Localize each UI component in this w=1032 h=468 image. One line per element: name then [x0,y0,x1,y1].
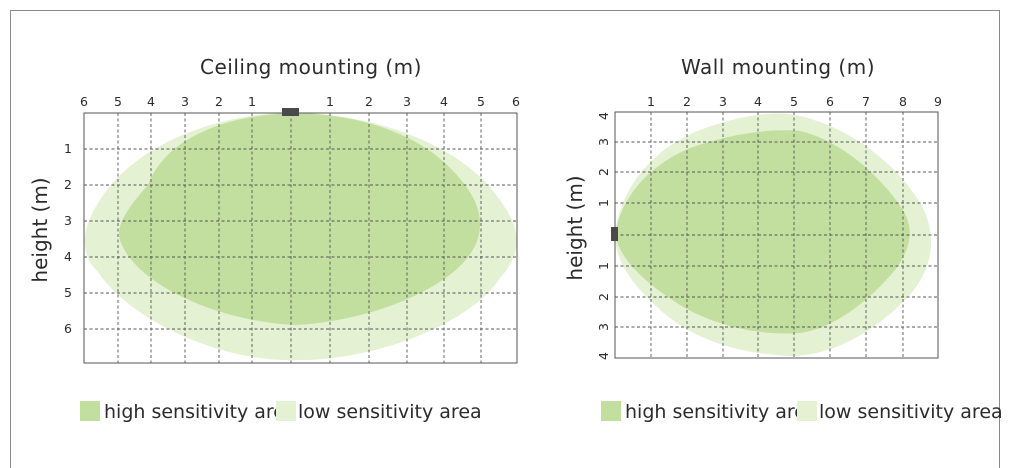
ceiling-grid [84,113,517,363]
wall-title: Wall mounting (m) [681,55,875,79]
legend-high-swatch [80,401,100,421]
wall-y-tick: 4 [596,112,611,120]
ceiling-x-tick: 4 [440,94,448,109]
wall-y-tick: 3 [596,323,611,331]
ceiling-y-tick: 3 [64,213,72,228]
ceiling-y-ticks: 1 2 3 4 5 6 [64,141,72,336]
ceiling-x-tick: 3 [181,94,189,109]
wall-sensor-icon [611,227,618,241]
ceiling-y-tick: 6 [64,321,72,336]
wall-x-tick: 7 [862,94,870,109]
legend-low-label: low sensitivity area [298,401,482,423]
wall-x-tick: 6 [826,94,834,109]
wall-panel: Wall mounting (m) 1 2 [563,55,942,360]
ceiling-y-tick: 1 [64,141,72,156]
wall-x-tick: 9 [934,94,942,109]
ceiling-sensor-icon [282,108,299,116]
legend-high-swatch [601,401,621,421]
wall-x-ticks: 1 2 3 4 5 6 7 8 9 [647,94,942,109]
wall-y-tick: 3 [596,138,611,146]
ceiling-panel: Ceiling mounting (m) [28,55,520,364]
ceiling-x-tick: 3 [403,94,411,109]
ceiling-x-tick: 6 [80,94,88,109]
ceiling-x-tick: 2 [215,94,223,109]
ceiling-y-axis-label: height (m) [28,177,52,282]
wall-y-ticks: 4 3 2 1 1 2 3 4 [596,112,611,360]
ceiling-y-tick: 2 [64,177,72,192]
ceiling-high-sensitivity-area [119,113,481,325]
ceiling-x-tick: 2 [365,94,373,109]
wall-y-tick: 2 [596,168,611,176]
legend-low-swatch [797,401,817,421]
ceiling-title: Ceiling mounting (m) [200,55,422,79]
wall-legend: high sensitivity area low sensitivity ar… [601,401,1003,423]
ceiling-y-tick: 4 [64,249,72,264]
legend-low-swatch [276,401,296,421]
wall-x-tick: 8 [899,94,907,109]
wall-y-tick: 2 [596,293,611,301]
ceiling-plot-border [83,112,518,364]
legend-high-label: high sensitivity area [104,401,297,423]
wall-y-axis-label: height (m) [563,175,587,280]
wall-grid [615,112,938,358]
ceiling-y-tick: 5 [64,285,72,300]
wall-x-tick: 3 [719,94,727,109]
ceiling-x-tick: 5 [477,94,485,109]
ceiling-legend: high sensitivity area low sensitivity ar… [80,401,482,423]
figure-frame [10,10,1000,468]
legend-high-label: high sensitivity area [625,401,818,423]
detection-range-diagram: Ceiling mounting (m) [28,55,1003,423]
wall-x-tick: 1 [647,94,655,109]
wall-y-tick: 1 [596,262,611,270]
wall-x-tick: 5 [790,94,798,109]
wall-y-tick: 1 [596,199,611,207]
ceiling-x-tick: 1 [248,94,256,109]
wall-x-tick: 4 [754,94,762,109]
ceiling-x-tick: 4 [147,94,155,109]
legend-low-label: low sensitivity area [819,401,1003,423]
wall-high-sensitivity-area [615,130,910,334]
ceiling-x-tick: 1 [326,94,334,109]
ceiling-x-tick: 5 [114,94,122,109]
wall-y-tick: 4 [596,352,611,360]
wall-x-tick: 2 [683,94,691,109]
ceiling-x-tick: 6 [512,94,520,109]
ceiling-x-ticks: 6 5 4 3 2 1 1 2 3 4 5 6 [80,94,520,109]
